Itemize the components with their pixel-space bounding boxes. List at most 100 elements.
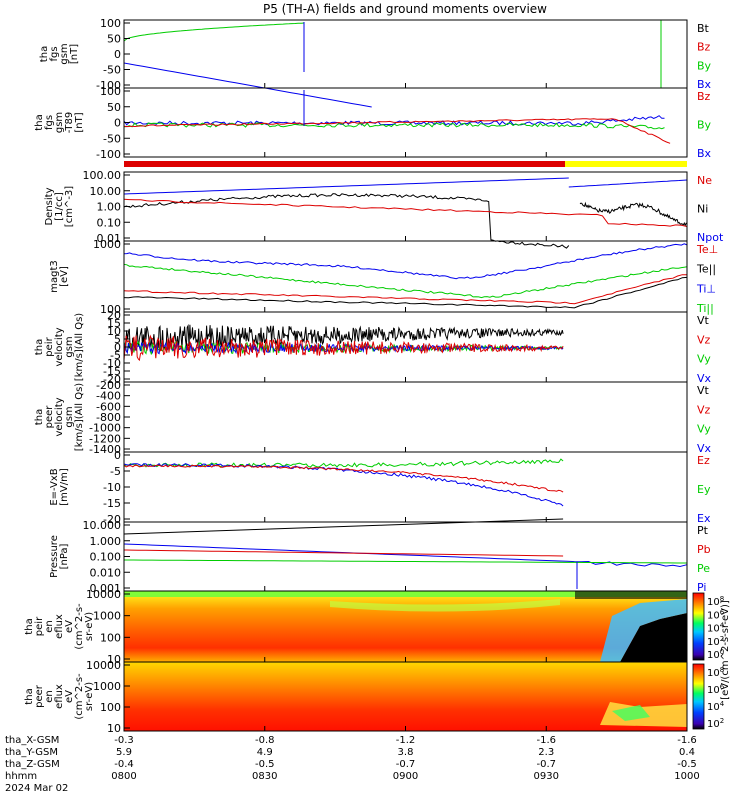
legend-Vt: Vt: [697, 314, 710, 327]
y-tick-label: 100: [100, 17, 121, 30]
line-Npot-2: [568, 179, 688, 188]
colorbar-tick-label: 102: [707, 717, 724, 730]
legend-Ti⊥: Ti⊥: [696, 282, 716, 295]
lines-fgs_gsm: [123, 20, 662, 108]
y-tick-label: 15: [107, 317, 121, 330]
lines-temperature: [123, 243, 688, 309]
spectrogram-band: [330, 599, 560, 612]
y-tick-label: -10: [103, 481, 121, 494]
x-axis-row-label: tha_Z-GSM: [5, 759, 60, 770]
line-Pb: [123, 549, 564, 557]
colorbar-tick-label: 104: [707, 622, 725, 635]
x-axis-value: -0.7: [536, 759, 556, 770]
y-axis-label: tha: [34, 339, 45, 355]
y-tick-label: 100: [100, 303, 121, 316]
status-bar-yellow: [565, 161, 687, 167]
y-tick-label: 0.10: [97, 216, 122, 229]
y-tick-label: 10000: [86, 659, 121, 672]
x-axis-value: -0.5: [255, 759, 275, 770]
y-axis-label: fgs: [49, 46, 60, 61]
panel-peer_eflux: 10000 1000 100 10 tha peer en eflux eV (cm^2-s-sr…: [24, 659, 725, 735]
y-axis-label: sr-eV): [84, 612, 95, 641]
y-tick-label: -100: [96, 148, 121, 161]
line-By: [123, 22, 305, 42]
legend-Vx: Vx: [697, 372, 712, 385]
legend-Vy: Vy: [697, 353, 711, 366]
panel-peer_velocity: -200-400-600-800-1000-1200-1400 tha peer ve…: [34, 379, 712, 456]
y-tick-label: -5: [110, 349, 121, 362]
lines-peir_velocity: [123, 323, 564, 362]
line-Ti-perp: [123, 243, 688, 280]
y-tick-label: 100: [100, 701, 121, 714]
legend-Pi: Pi: [697, 581, 706, 594]
y-axis-label: [km/s](All Qs): [74, 313, 85, 381]
spectrogram-top-dark: [575, 591, 687, 599]
y-axis-label: gsm: [64, 406, 75, 427]
y-tick-label: -200: [96, 379, 121, 392]
y-axis-label: en: [44, 620, 55, 633]
y-tick-label: 0: [114, 449, 121, 462]
y-tick-label: 10000: [86, 588, 121, 601]
line-Ni-2: [579, 201, 688, 227]
line-Ne: [123, 198, 688, 227]
x-axis-value: -0.8: [255, 735, 275, 746]
y-axis-label: fgs: [44, 115, 55, 130]
spectrogram-dark-region: [620, 613, 687, 662]
y-tick-label: 1000: [93, 680, 121, 693]
panel-frame: [123, 451, 688, 523]
y-axis-label: -T89: [64, 112, 75, 134]
y-tick-label: -100: [96, 79, 121, 92]
line-Npot: [123, 177, 569, 195]
x-axis-value: -0.5: [677, 759, 697, 770]
line-Bz: [123, 118, 671, 144]
panel-density: 100.00 10.00 1.00 0.10 0.01 Density [1/cc] [cm^…: [44, 169, 724, 249]
y-axis-label: E=-VxB: [49, 468, 60, 505]
x-axis-value: -0.3: [114, 735, 134, 746]
y-tick-label: 10: [107, 325, 121, 338]
legend-Ni: Ni: [697, 203, 708, 216]
line-Pe: [124, 559, 687, 564]
colorbar-tick-label: 102: [707, 635, 724, 648]
y-tick-label: -1000: [89, 422, 121, 435]
x-axis-value: 3.8: [398, 747, 414, 758]
x-axis-value: -1.2: [396, 735, 416, 746]
panel-frame: [123, 171, 688, 242]
y-axis-label: gsm: [64, 336, 75, 357]
y-tick-label: 0.01: [97, 232, 122, 245]
y-axis-label: eV: [64, 690, 75, 703]
colorbar-tick-label: 104: [707, 700, 725, 713]
panel-frame: [123, 240, 688, 313]
legend-Vx: Vx: [697, 442, 712, 455]
y-axis-label: Pressure: [49, 535, 60, 578]
legend-By: By: [697, 59, 712, 72]
y-axis-label: tha: [24, 688, 35, 704]
legend-Ne: Ne: [697, 174, 712, 187]
y-axis-label: tha: [34, 114, 45, 130]
legend-Ti||: Ti||: [696, 302, 714, 315]
line-Pi: [123, 543, 688, 568]
y-axis-label: gsm: [54, 112, 65, 133]
y-tick-label: 0: [114, 48, 121, 61]
x-axis-value: 0800: [111, 771, 136, 782]
colorbar-tick-label: 106: [707, 608, 725, 621]
legend-Bz: Bz: [697, 41, 711, 54]
colorbar-label: [eV/(cm^2-s-sr-eV)]: [720, 600, 731, 700]
y-axis-label: peir: [34, 616, 45, 636]
legend-Vz: Vz: [697, 333, 711, 346]
y-axis-label: (cm^2-s-: [74, 603, 85, 650]
x-axis-value: 0830: [252, 771, 277, 782]
lines-pressure: [123, 518, 688, 589]
colorbar-tick-label: 108: [707, 595, 724, 608]
y-axis-label: eflux: [54, 614, 65, 639]
x-axis-value: 1000: [674, 771, 699, 782]
legend-Vz: Vz: [697, 403, 711, 416]
colorbar: [692, 663, 705, 730]
y-axis-label: peer: [34, 684, 45, 708]
y-tick-label: 10.000: [83, 519, 122, 532]
y-tick-label: 100.00: [83, 169, 122, 182]
line-Vt: [123, 323, 564, 351]
y-tick-label: -1200: [89, 432, 121, 445]
legend-Bx: Bx: [697, 147, 712, 160]
y-axis-label: [nT]: [69, 44, 80, 64]
